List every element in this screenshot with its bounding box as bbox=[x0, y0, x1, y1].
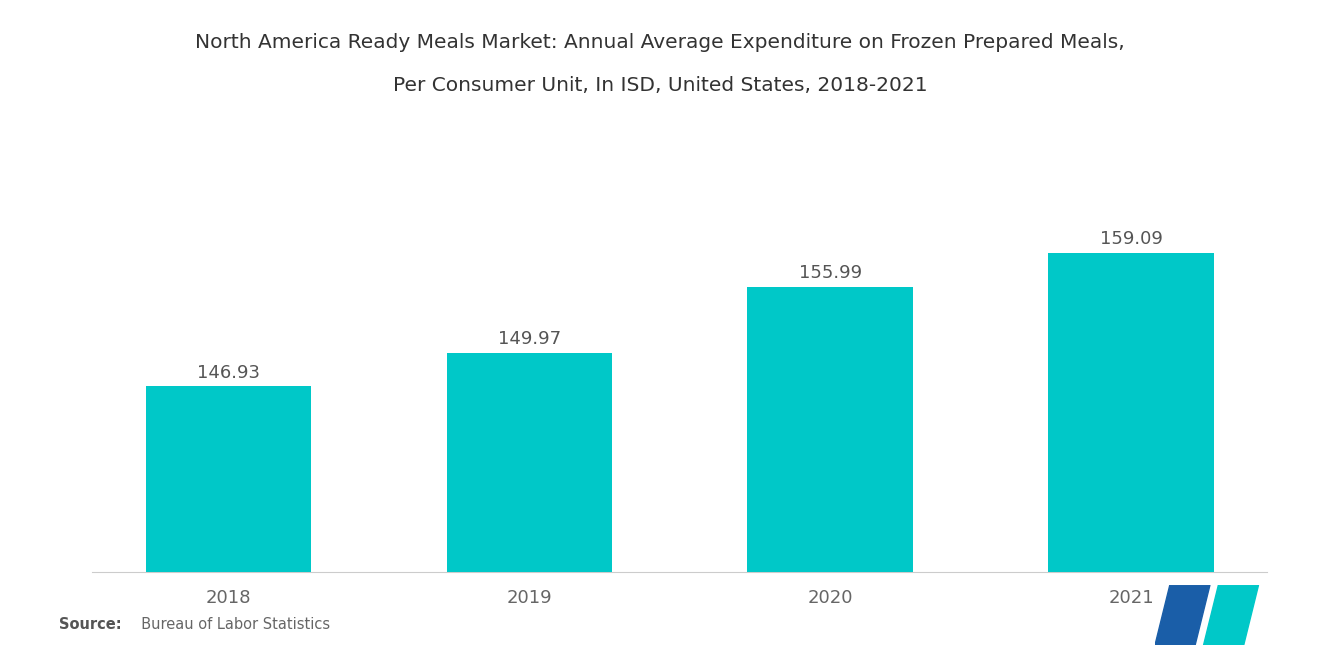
Text: Source:: Source: bbox=[59, 616, 121, 632]
Text: North America Ready Meals Market: Annual Average Expenditure on Frozen Prepared : North America Ready Meals Market: Annual… bbox=[195, 33, 1125, 53]
Text: Per Consumer Unit, In ISD, United States, 2018-2021: Per Consumer Unit, In ISD, United States… bbox=[392, 76, 928, 96]
Polygon shape bbox=[1155, 585, 1210, 645]
Bar bbox=[747, 287, 913, 572]
Text: 149.97: 149.97 bbox=[498, 331, 561, 348]
Text: 155.99: 155.99 bbox=[799, 264, 862, 283]
Bar bbox=[1048, 253, 1214, 572]
Bar bbox=[145, 386, 312, 572]
Bar bbox=[446, 352, 612, 572]
Text: 159.09: 159.09 bbox=[1100, 230, 1163, 248]
Text: Bureau of Labor Statistics: Bureau of Labor Statistics bbox=[132, 616, 330, 632]
Polygon shape bbox=[1204, 585, 1258, 645]
Text: 146.93: 146.93 bbox=[197, 364, 260, 382]
